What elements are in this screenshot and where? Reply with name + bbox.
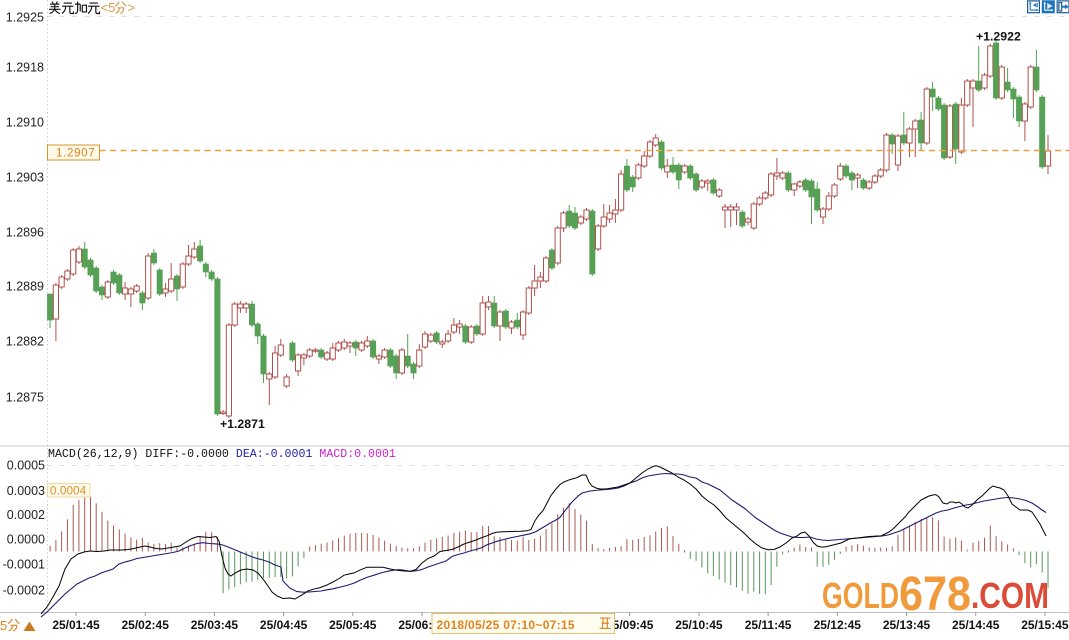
svg-text:1.2875: 1.2875	[6, 391, 44, 405]
svg-text:1.2882: 1.2882	[6, 335, 44, 349]
svg-text:+1.2922: +1.2922	[976, 30, 1021, 44]
svg-text:678: 678	[899, 568, 971, 621]
svg-text:0.0005: 0.0005	[7, 459, 45, 473]
svg-text:1.2918: 1.2918	[6, 61, 44, 75]
svg-text:25/05:45: 25/05:45	[329, 618, 377, 632]
svg-text:25/09:45: 25/09:45	[606, 618, 654, 632]
svg-text:25/14:45: 25/14:45	[952, 618, 1000, 632]
svg-text:2018/05/25 07:10~07:15: 2018/05/25 07:10~07:15	[437, 618, 575, 632]
svg-text:MACD(26,12,9) DIFF:-0.0000 DEA: MACD(26,12,9) DIFF:-0.0000 DEA:-0.0001 M…	[48, 448, 396, 461]
svg-text:1.2896: 1.2896	[6, 226, 44, 240]
svg-text:5: 5	[0, 618, 7, 633]
svg-text:-0.0001: -0.0001	[3, 558, 45, 572]
svg-text:25/01:45: 25/01:45	[52, 618, 100, 632]
svg-text:0.0002: 0.0002	[7, 508, 45, 522]
svg-text:25/10:45: 25/10:45	[675, 618, 723, 632]
svg-text:.COM: .COM	[971, 575, 1049, 616]
svg-text:+1.2871: +1.2871	[220, 417, 265, 431]
svg-text:0.0004: 0.0004	[50, 486, 87, 498]
svg-text:25/11:45: 25/11:45	[745, 618, 792, 632]
svg-text:25/03:45: 25/03:45	[191, 618, 239, 632]
svg-text:1.2889: 1.2889	[6, 280, 44, 294]
svg-text:1.2907: 1.2907	[56, 148, 95, 160]
svg-text:1.2910: 1.2910	[6, 116, 44, 130]
svg-text:0.0003: 0.0003	[7, 484, 45, 498]
svg-text:<5: <5	[101, 0, 116, 15]
svg-text:>: >	[128, 0, 136, 15]
svg-text:0.0000: 0.0000	[7, 533, 45, 547]
svg-text:25/15:45: 25/15:45	[1021, 618, 1069, 632]
svg-text:1.2903: 1.2903	[6, 171, 44, 185]
svg-text:25/02:45: 25/02:45	[122, 618, 170, 632]
svg-text:-0.0002: -0.0002	[3, 584, 45, 598]
svg-text:25/13:45: 25/13:45	[883, 618, 931, 632]
svg-text:25/04:45: 25/04:45	[260, 618, 308, 632]
svg-text:1.2925: 1.2925	[6, 11, 44, 25]
svg-text:25/12:45: 25/12:45	[814, 618, 862, 632]
svg-text:GOLD: GOLD	[822, 575, 899, 616]
